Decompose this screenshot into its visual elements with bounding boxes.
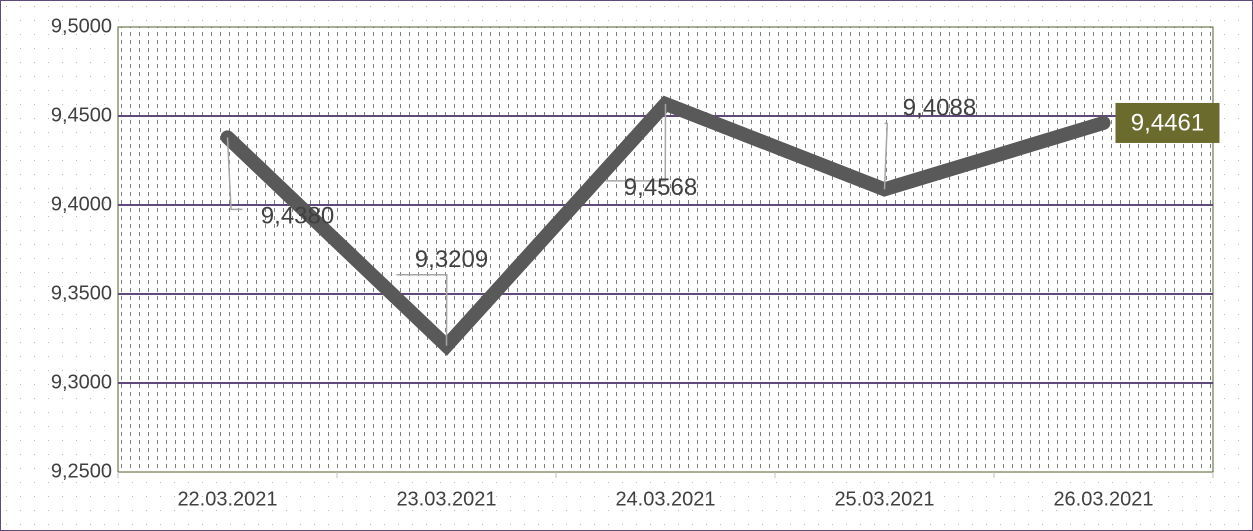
y-tick-label: 9,3000 [51,371,112,393]
data-label: 9,3209 [415,246,488,273]
y-tick-label: 9,3500 [51,282,112,304]
data-label: 9,4461 [1131,109,1204,136]
y-tick-label: 9,4500 [51,104,112,126]
x-tick-label: 22.03.2021 [177,488,277,510]
x-tick-label: 23.03.2021 [396,488,496,510]
data-label: 9,4088 [903,95,976,122]
y-tick-label: 9,4000 [51,193,112,215]
data-label: 9,4568 [624,174,697,201]
data-label: 9,4380 [261,203,334,230]
x-tick-label: 26.03.2021 [1053,488,1153,510]
leader-line [883,122,889,190]
leader-line [396,274,448,346]
y-tick-label: 9,2500 [51,460,112,482]
plot-area [117,26,1214,473]
y-tick-label: 9,5000 [51,15,112,37]
data-label-box [1115,102,1220,143]
x-tick-label: 24.03.2021 [615,488,715,510]
x-tick-label: 25.03.2021 [834,488,934,510]
leader-line [226,137,243,211]
leader-line [605,103,667,182]
